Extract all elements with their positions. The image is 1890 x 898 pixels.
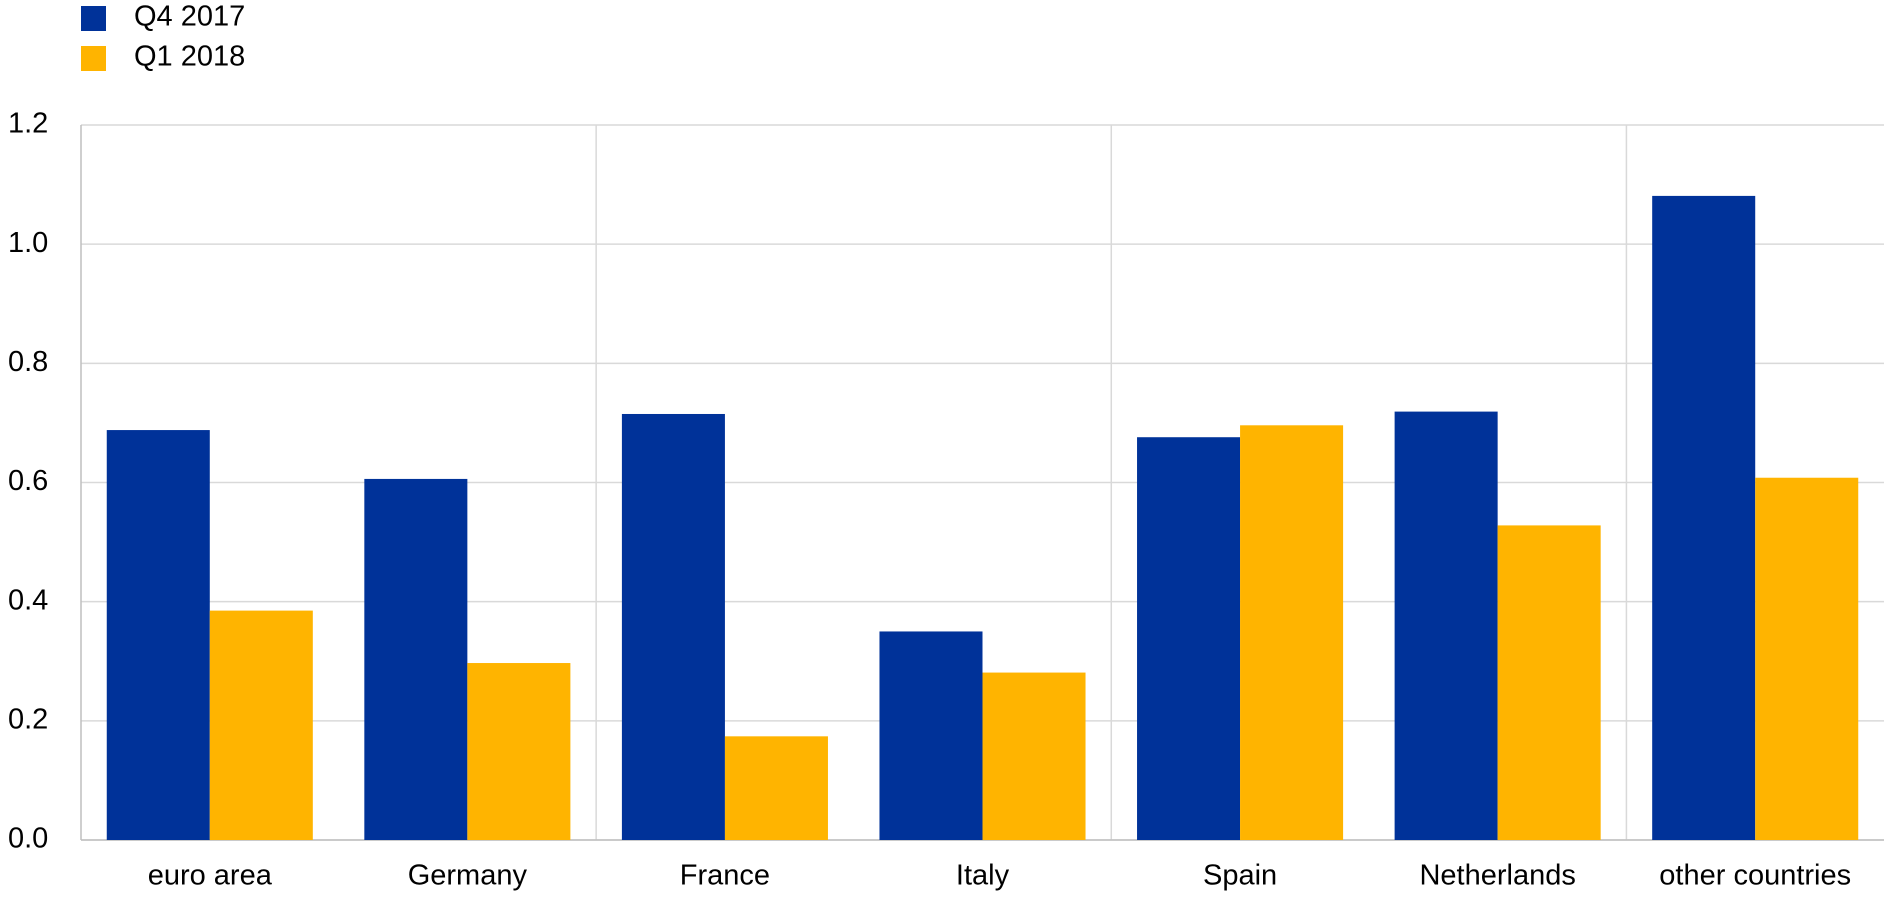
x-tick-label: Germany [408, 860, 528, 892]
bar [982, 672, 1086, 840]
y-tick-label: 1.2 [8, 108, 48, 140]
bar [1137, 437, 1241, 840]
legend-swatch [81, 46, 106, 71]
x-tick-label: Spain [1203, 860, 1277, 892]
y-tick-label: 0.4 [8, 584, 48, 616]
bar [1240, 425, 1344, 840]
x-tick-label: other countries [1659, 860, 1851, 892]
bar [724, 736, 828, 840]
y-tick-label: 1.0 [8, 227, 48, 259]
bar [1652, 195, 1756, 840]
bar [879, 631, 983, 840]
x-tick-label: Italy [956, 860, 1010, 892]
legend-label: Q1 2018 [134, 41, 245, 73]
bar [467, 663, 571, 840]
bar [1394, 411, 1498, 840]
bar [1497, 525, 1601, 840]
bar [364, 478, 468, 840]
bar [621, 413, 725, 840]
y-tick-label: 0.8 [8, 346, 48, 378]
y-tick-label: 0.0 [8, 823, 48, 855]
y-tick-label: 0.6 [8, 465, 48, 497]
bar [209, 610, 313, 840]
legend-label: Q4 2017 [134, 1, 245, 33]
legend-swatch [81, 6, 106, 31]
bar [106, 430, 210, 840]
x-tick-label: France [680, 860, 770, 892]
x-tick-label: Netherlands [1419, 860, 1575, 892]
x-tick-label: euro area [148, 860, 273, 892]
bar [1755, 477, 1859, 840]
y-tick-label: 0.2 [8, 703, 48, 735]
